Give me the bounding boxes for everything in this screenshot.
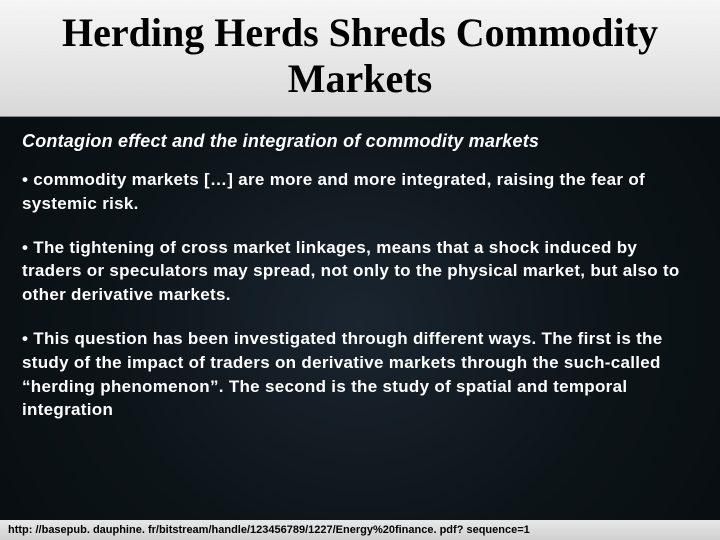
title-band: Herding Herds Shreds Commodity Markets [0,0,720,117]
bullet-item: • This question has been investigated th… [22,327,698,422]
bullet-item: • The tightening of cross market linkage… [22,236,698,307]
bullet-item: • commodity markets […] are more and mor… [22,168,698,216]
content-area: Contagion effect and the integration of … [0,117,720,452]
footer-url: http: //basepub. dauphine. fr/bitstream/… [0,520,720,540]
slide: Herding Herds Shreds Commodity Markets C… [0,0,720,540]
slide-subtitle: Contagion effect and the integration of … [22,131,698,152]
slide-title: Herding Herds Shreds Commodity Markets [30,10,690,102]
